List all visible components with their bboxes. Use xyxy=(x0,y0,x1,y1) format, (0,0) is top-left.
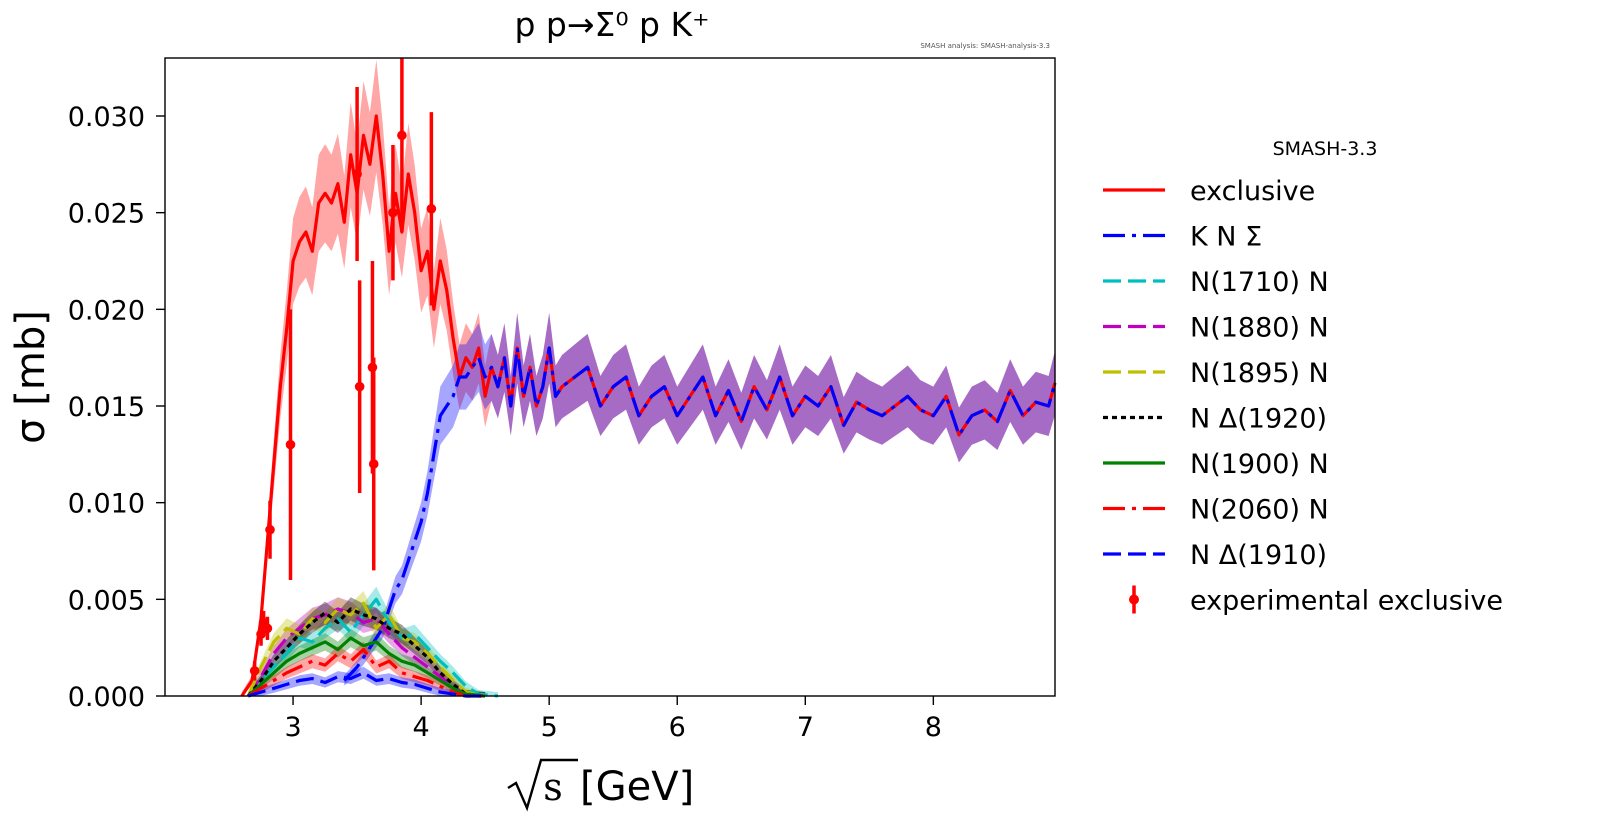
chart-title: p p→Σ⁰ p K⁺ xyxy=(514,5,709,44)
y-axis: 0.000 0.005 0.010 0.015 0.020 0.025 0.030 xyxy=(68,102,165,713)
x-tick-label-5: 8 xyxy=(925,712,942,743)
band-k-n xyxy=(344,312,1055,686)
legend-label-n-1710-n: N(1710) N xyxy=(1190,267,1329,298)
chart-annotation: SMASH analysis: SMASH-analysis-3.3 xyxy=(920,42,1050,50)
legend-label-n-1920: N Δ(1920) xyxy=(1190,404,1327,435)
y-axis-label: σ [mb] xyxy=(8,310,54,444)
data-point-3 xyxy=(262,623,273,634)
legend-item-k-n: K N Σ xyxy=(1103,222,1262,253)
legend-item-n-1920: N Δ(1920) xyxy=(1103,404,1327,435)
plot-points xyxy=(249,58,437,681)
legend-label-k-n: K N Σ xyxy=(1190,222,1262,253)
x-axis: 3 4 5 6 7 8 xyxy=(284,696,942,743)
plot-bands xyxy=(241,59,1056,696)
legend-label-n-1880-n: N(1880) N xyxy=(1190,313,1329,344)
x-tick-label-4: 7 xyxy=(797,712,814,743)
legend: SMASH-3.3 exclusive K N Σ N(1710) N N(1880)… xyxy=(1103,138,1503,617)
y-tick-label-4: 0.020 xyxy=(68,295,145,326)
x-tick-label-1: 4 xyxy=(413,712,430,743)
series-line-n-1910 xyxy=(247,671,486,698)
legend-item-n-1880-n: N(1880) N xyxy=(1103,313,1329,344)
plot-frame xyxy=(164,57,1056,697)
data-point-6 xyxy=(352,169,362,179)
series-line-n-2060-n xyxy=(247,647,486,698)
legend-marker-point xyxy=(1129,594,1139,605)
y-tick-label-6: 0.030 xyxy=(68,102,145,133)
series-line-n-1880-n xyxy=(246,607,486,698)
legend-item-experimental-exclusive: experimental exclusive xyxy=(1129,585,1503,617)
x-tick-label-2: 5 xyxy=(541,712,558,743)
band-n-1895-n xyxy=(248,591,486,696)
data-point-9 xyxy=(368,459,379,469)
legend-label-experimental-exclusive: experimental exclusive xyxy=(1190,586,1503,617)
data-point-12 xyxy=(426,204,437,214)
series-line-k-n xyxy=(343,346,1057,682)
y-tick-label-3: 0.015 xyxy=(68,392,145,423)
x-axis-label-symbol: s xyxy=(543,765,563,809)
data-point-11 xyxy=(397,130,407,141)
band-exclusive xyxy=(241,59,1056,696)
series-line-n-1895-n xyxy=(246,601,486,698)
legend-item-n-2060-n: N(2060) N xyxy=(1103,495,1329,526)
data-point-0 xyxy=(249,666,260,676)
legend-label-n-2060-n: N(2060) N xyxy=(1190,495,1329,526)
legend-item-n-1895-n: N(1895) N xyxy=(1103,358,1329,389)
sqrt-sign xyxy=(507,758,578,812)
y-tick-label-5: 0.025 xyxy=(68,199,145,230)
y-tick-label-0: 0.000 xyxy=(68,682,145,713)
legend-title: SMASH-3.3 xyxy=(1273,138,1378,160)
legend-item-n-1910: N Δ(1910) xyxy=(1103,540,1327,571)
band-n-1900-n xyxy=(248,628,486,696)
series-line-n-1920 xyxy=(246,607,486,698)
legend-item-n-1900-n: N(1900) N xyxy=(1103,449,1329,480)
legend-item-n-1710-n: N(1710) N xyxy=(1103,267,1329,298)
data-point-7 xyxy=(354,381,365,392)
legend-label-n-1895-n: N(1895) N xyxy=(1190,358,1329,389)
y-tick-label-2: 0.010 xyxy=(68,489,145,520)
band-n-1920 xyxy=(248,597,486,696)
x-tick-label-0: 3 xyxy=(284,712,301,743)
legend-item-exclusive: exclusive xyxy=(1103,176,1315,207)
band-n-2060-n xyxy=(248,641,486,696)
x-axis-label-unit: [GeV] xyxy=(580,764,694,810)
data-point-10 xyxy=(388,207,398,218)
legend-label-n-1910: N Δ(1910) xyxy=(1190,540,1327,571)
data-point-4 xyxy=(265,524,275,535)
band-n-1710-n xyxy=(248,586,498,696)
series-line-n-1900-n xyxy=(247,636,486,698)
legend-label-n-1900-n: N(1900) N xyxy=(1190,449,1329,480)
y-tick-label-1: 0.005 xyxy=(68,585,145,616)
x-axis-label: s [GeV] xyxy=(507,758,694,812)
series-line-n-1710-n xyxy=(246,597,499,698)
plot-lines xyxy=(240,114,1057,698)
data-point-5 xyxy=(285,439,296,450)
x-tick-label-3: 6 xyxy=(669,712,686,743)
legend-label-exclusive: exclusive xyxy=(1190,176,1315,207)
